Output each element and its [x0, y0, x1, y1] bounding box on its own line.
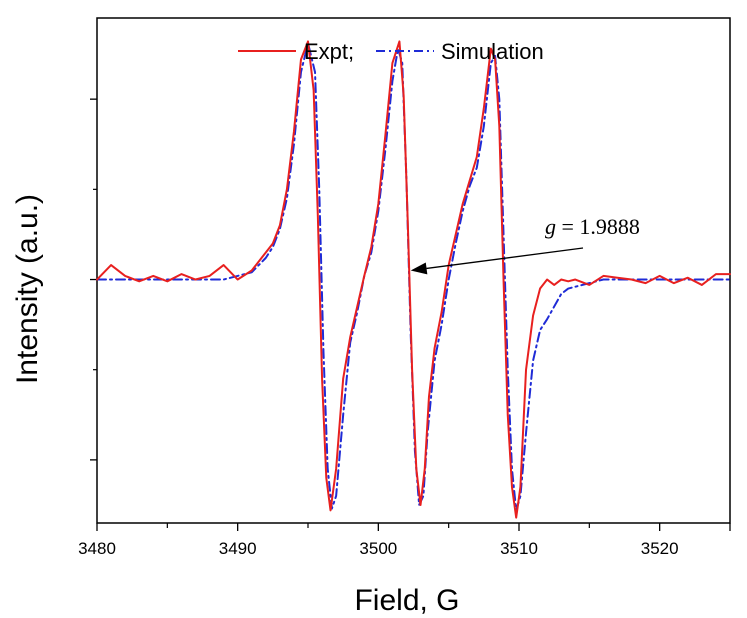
x-tick-labels: 3480 3490 3500 3510 3520	[78, 539, 678, 558]
g-factor-annotation: g = 1.9888	[410, 214, 640, 275]
annotation-arrow-head	[410, 262, 428, 275]
annotation-arrow-line	[426, 247, 584, 270]
plot-frame	[96, 17, 731, 524]
x-tick-label: 3520	[641, 539, 679, 558]
x-tick-label: 3490	[219, 539, 257, 558]
series-layer	[96, 40, 731, 519]
g-factor-label: g = 1.9888	[545, 214, 640, 239]
x-tick-label: 3480	[78, 539, 116, 558]
g-value: = 1.9888	[556, 214, 640, 239]
series-line-simulation	[96, 42, 731, 512]
legend-label-expt: Expt;	[304, 39, 354, 64]
x-axis-title: Field, G	[354, 584, 459, 617]
legend: Expt; Simulation	[238, 39, 544, 64]
legend-label-simulation: Simulation	[441, 39, 544, 64]
x-tick-label: 3500	[359, 539, 397, 558]
axis-ticks	[90, 98, 731, 531]
series-line-expt	[96, 40, 731, 519]
x-tick-label: 3510	[500, 539, 538, 558]
y-axis-title: Intensity (a.u.)	[11, 194, 44, 384]
g-symbol: g	[545, 214, 556, 239]
